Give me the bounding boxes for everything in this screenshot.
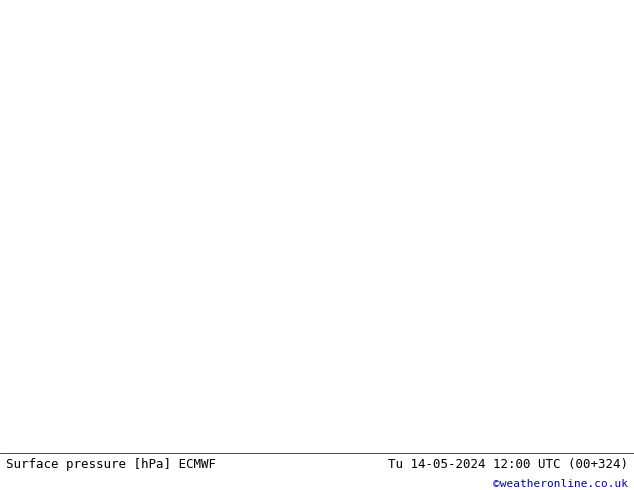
Text: ©weatheronline.co.uk: ©weatheronline.co.uk <box>493 479 628 489</box>
Text: Tu 14-05-2024 12:00 UTC (00+324): Tu 14-05-2024 12:00 UTC (00+324) <box>387 458 628 471</box>
Text: Surface pressure [hPa] ECMWF: Surface pressure [hPa] ECMWF <box>6 458 216 471</box>
